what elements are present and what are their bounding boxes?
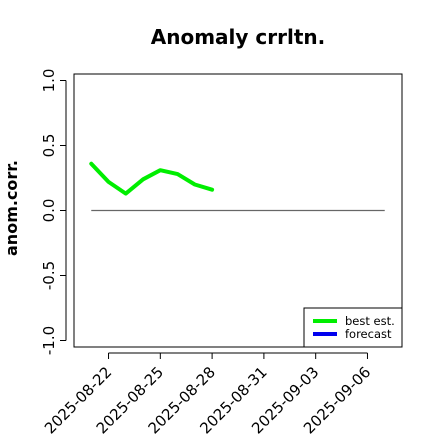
- legend-entries: best est.forecast: [313, 314, 395, 341]
- y-tick-label: -0.5: [40, 261, 58, 290]
- y-tick-label: -1.0: [40, 326, 58, 355]
- chart-title: Anomaly crrltn.: [151, 25, 325, 49]
- legend: best est.forecast: [303, 307, 403, 348]
- plot-frame: [73, 73, 403, 348]
- y-tick-label: 1.0: [40, 69, 58, 93]
- x-axis: 2025-08-222025-08-252025-08-282025-08-31…: [41, 352, 374, 437]
- y-axis-label: anom.corr.: [2, 160, 21, 256]
- y-axis: -1.0 -0.5 0.0 0.5 1.0: [40, 69, 67, 355]
- series-line-0: [89, 161, 215, 196]
- legend-label-1: forecast: [345, 327, 392, 341]
- legend-label-0: best est.: [345, 314, 395, 328]
- y-tick-label: 0.0: [40, 199, 58, 223]
- legend-box: [303, 307, 403, 348]
- series-layer: [89, 161, 215, 196]
- y-tick-label: 0.5: [40, 134, 58, 158]
